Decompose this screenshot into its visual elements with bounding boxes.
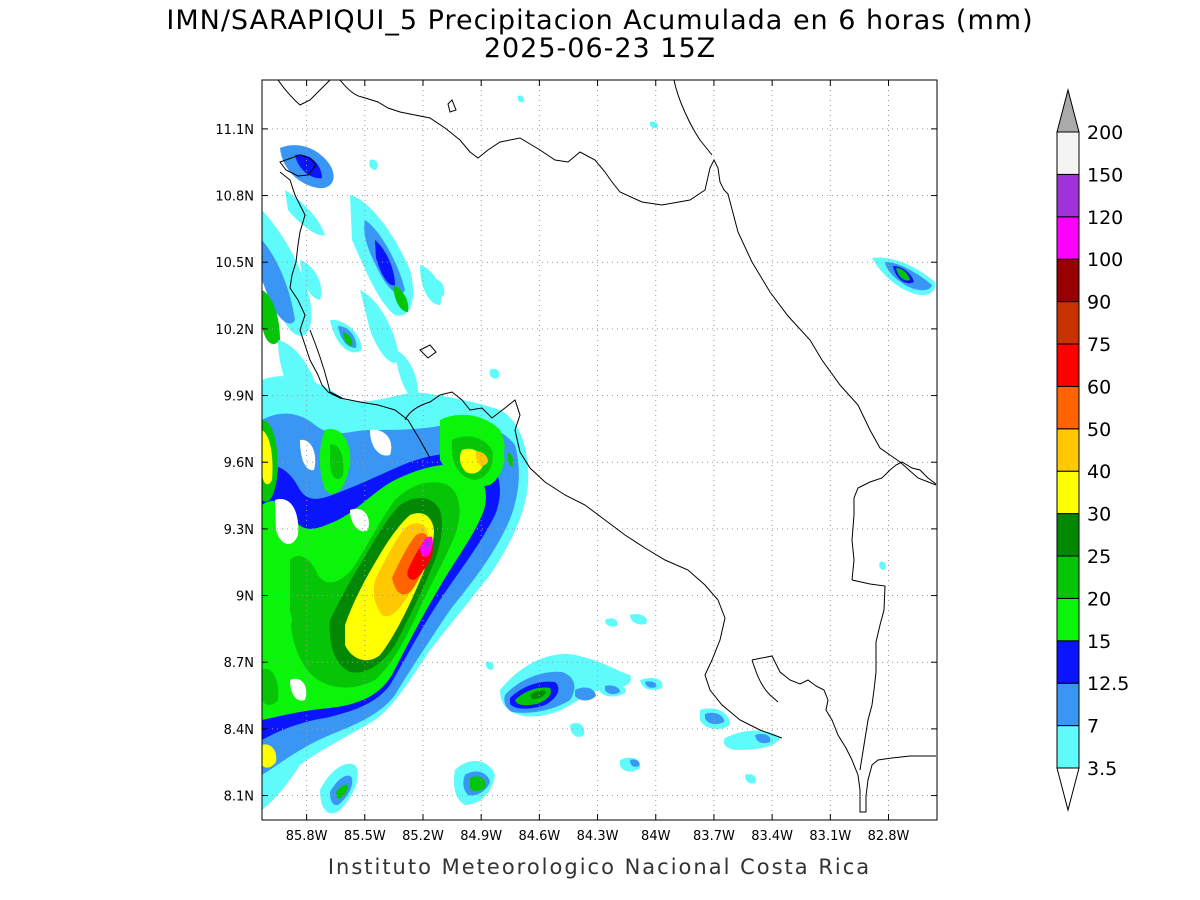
precip-cell-northeast-of-main [262,414,517,502]
panama-border [851,461,937,581]
caribbean-island [447,99,457,113]
nicaragua-coast [277,80,331,106]
colorbar-segment [1056,343,1080,387]
colorbar-over-triangle [1056,88,1080,133]
colorbar-label: 100 [1087,249,1123,271]
colorbar-segment [1056,301,1080,345]
x-tick-label: 84.3W [577,829,619,844]
pacific-coast-north [279,171,431,459]
colorbar-segment [1056,470,1080,515]
colorbar-label: 120 [1087,207,1123,229]
colorbar-label: 200 [1087,122,1123,144]
colorbar-segment [1056,258,1080,303]
map-grid [262,80,937,820]
y-tick-label: 9.3N [224,523,254,538]
y-tick-label: 10.2N [215,323,254,338]
x-tick-label: 83.1W [809,829,851,844]
chart-title: IMN/SARAPIQUI_5 Precipitacion Acumulada … [166,5,1034,36]
golfo-dulce [751,659,779,703]
colorbar-label: 25 [1087,546,1111,568]
y-tick-label: 10.8N [215,190,254,205]
x-tick-label: 85.8W [286,829,328,844]
colorbar-label: 75 [1087,334,1111,356]
colorbar-segment [1056,216,1080,260]
colorbar-segment [1056,385,1080,430]
colorbar-label: 50 [1087,419,1111,441]
colorbar-label: 90 [1087,292,1111,314]
x-tick-label: 85.2W [402,829,444,844]
colorbar-segment [1056,682,1080,727]
colorbar-label: 60 [1087,376,1111,398]
x-tick-label: 84.9W [460,829,502,844]
precip-cell-main [262,376,529,810]
precip-cell-southwest [262,596,495,814]
precip-cell-nw-coast [262,145,334,345]
colorbar-label: 30 [1087,504,1111,526]
colorbar-segment [1056,725,1080,769]
chart-datetime: 2025-06-23 15Z [483,33,717,64]
x-axis: 85.8W 85.5W 85.2W 84.9W 84.6W 84.3W 84W 83.7W 83… [286,80,910,844]
colorbar: 3.5 7 12.5 15 20 25 30 40 50 60 75 90 100 120 150 200 [1056,88,1129,812]
y-tick-label: 10.5N [215,256,254,271]
lake-nicaragua-shore [339,80,937,486]
colorbar-label: 150 [1087,164,1123,186]
y-tick-label: 9N [236,590,254,605]
y-tick-label: 9.9N [224,390,254,405]
colorbar-segment [1056,640,1080,684]
x-tick-label: 83.4W [751,829,793,844]
y-tick-label: 8.7N [224,656,254,671]
x-tick-label: 82.8W [868,829,910,844]
coastlines-and-borders [277,80,937,813]
osa-peninsula [751,655,936,813]
panama-border-south [851,579,886,771]
x-tick-label: 84.6W [518,829,560,844]
colorbar-segment [1056,513,1080,557]
colorbar-label: 40 [1087,461,1111,483]
colorbar-segment [1056,597,1080,642]
y-tick-label: 8.1N [224,790,254,805]
y-tick-label: 8.4N [224,723,254,738]
gulf-of-fonseca-island [279,154,317,177]
colorbar-segment [1056,555,1080,599]
colorbar-segment [1056,131,1080,175]
footer-credit: Instituto Meteorologico Nacional Costa R… [327,855,872,879]
nicoya-gulf [404,391,783,739]
precip-gaps [275,429,392,701]
colorbar-segment [1056,173,1080,218]
colorbar-label: 20 [1087,588,1111,610]
y-axis: 8.1N 8.4N 8.7N 9N 9.3N 9.6N 9.9N 10.2N 10.5N 10.8… [215,123,937,805]
x-tick-label: 85.5W [344,829,386,844]
x-tick-label: 84W [641,829,671,844]
nicaragua-east [673,80,713,156]
precipitation-field [262,95,936,814]
colorbar-label: 12.5 [1087,673,1129,695]
colorbar-label: 7 [1087,716,1099,738]
nw-border [309,329,343,399]
lake-shore-detail [419,344,437,359]
precip-cell-south-central [485,614,780,784]
x-tick-label: 83.7W [693,829,735,844]
colorbar-label: 15 [1087,631,1111,653]
y-tick-label: 9.6N [224,456,254,471]
colorbar-under-triangle [1056,767,1080,812]
y-tick-label: 11.1N [215,123,254,138]
colorbar-segment [1056,428,1080,472]
precip-cell-caribbean [369,95,936,570]
colorbar-label: 3.5 [1087,758,1117,780]
plot-frame [261,79,938,821]
